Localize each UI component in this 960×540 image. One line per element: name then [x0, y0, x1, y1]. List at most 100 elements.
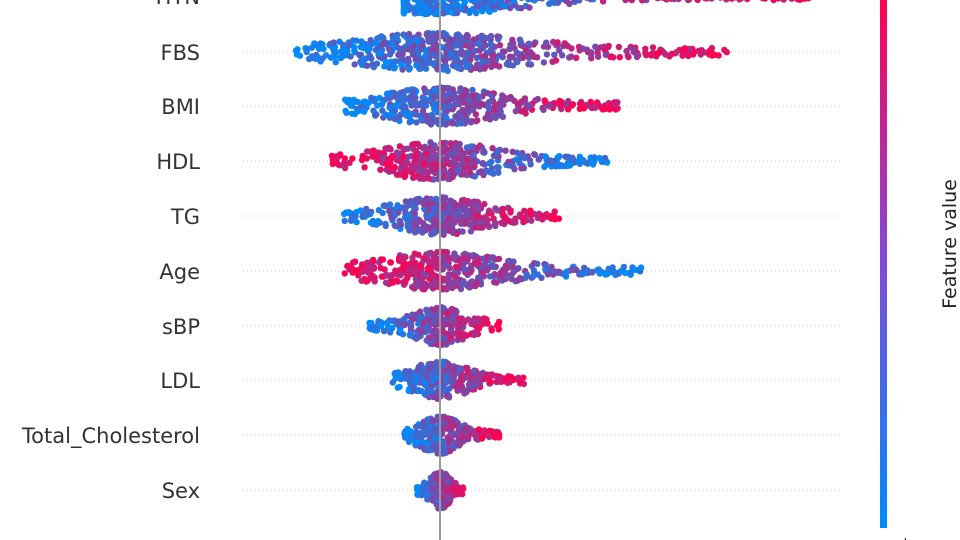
point [529, 273, 537, 280]
point [315, 54, 322, 62]
point [435, 120, 442, 128]
point [413, 102, 420, 109]
point [461, 87, 468, 94]
point [442, 335, 449, 342]
point [443, 261, 450, 268]
point [378, 40, 385, 48]
point [393, 157, 401, 164]
point [475, 426, 483, 433]
point [597, 44, 604, 51]
point [671, 0, 678, 3]
point [395, 318, 402, 325]
point [387, 94, 394, 101]
point [398, 256, 405, 263]
point [573, 54, 580, 61]
point [369, 153, 376, 160]
point [570, 0, 577, 3]
point [382, 111, 389, 118]
point [605, 42, 612, 50]
point [387, 259, 395, 266]
point [456, 140, 463, 148]
point [408, 102, 415, 109]
point [588, 51, 595, 58]
point [459, 51, 466, 58]
feature-labels: HTN FBS BMI HDL TG Age sBP LDL Total_Cholesterol… [21, 0, 200, 503]
point [431, 227, 438, 234]
point [476, 93, 483, 101]
point [400, 102, 407, 109]
point [736, 0, 743, 3]
row-guides [243, 51, 840, 491]
point [576, 153, 583, 160]
point [513, 149, 521, 156]
point [427, 423, 434, 431]
point [550, 157, 557, 165]
point [476, 219, 484, 226]
point [333, 155, 340, 162]
point [479, 58, 486, 66]
beeswarm-row-fbs [292, 29, 730, 75]
point [441, 386, 448, 393]
point [341, 270, 348, 277]
point [416, 143, 423, 150]
point [476, 39, 483, 47]
point [446, 334, 454, 342]
point [663, 0, 670, 3]
point [396, 217, 403, 225]
point [557, 162, 565, 169]
point [420, 200, 427, 208]
point [440, 84, 447, 92]
point [382, 279, 390, 286]
beeswarm-row-tg [340, 194, 563, 238]
point [411, 229, 419, 236]
point [368, 55, 375, 62]
point [557, 102, 564, 109]
point [472, 111, 480, 118]
point [469, 86, 476, 94]
point [381, 266, 388, 273]
point [591, 154, 598, 161]
point [404, 1, 411, 8]
point [478, 435, 486, 442]
point [397, 326, 404, 334]
point [449, 317, 456, 324]
point [454, 387, 461, 394]
point [445, 440, 452, 447]
point [453, 230, 461, 237]
point [599, 0, 607, 5]
point [457, 112, 464, 120]
point [474, 117, 481, 124]
point [369, 61, 376, 68]
point [433, 359, 440, 366]
point [460, 278, 467, 285]
point [481, 0, 488, 3]
point [702, 0, 708, 2]
point [523, 271, 530, 278]
point [540, 59, 548, 66]
point [388, 279, 396, 286]
point [527, 161, 534, 168]
point [420, 418, 428, 425]
point [452, 214, 460, 221]
point [446, 102, 453, 110]
point [379, 99, 386, 107]
point [426, 224, 433, 231]
point [342, 107, 349, 115]
point [509, 54, 516, 61]
point [481, 52, 488, 60]
point [708, 44, 716, 52]
point [788, 0, 795, 2]
point [546, 103, 553, 110]
point [445, 369, 452, 376]
point [568, 53, 575, 60]
point [519, 0, 524, 2]
point [459, 151, 467, 159]
point [666, 53, 673, 60]
point [609, 264, 616, 271]
point [438, 43, 445, 51]
point [679, 52, 686, 59]
point [481, 65, 488, 72]
point [417, 327, 425, 334]
point [464, 207, 471, 214]
